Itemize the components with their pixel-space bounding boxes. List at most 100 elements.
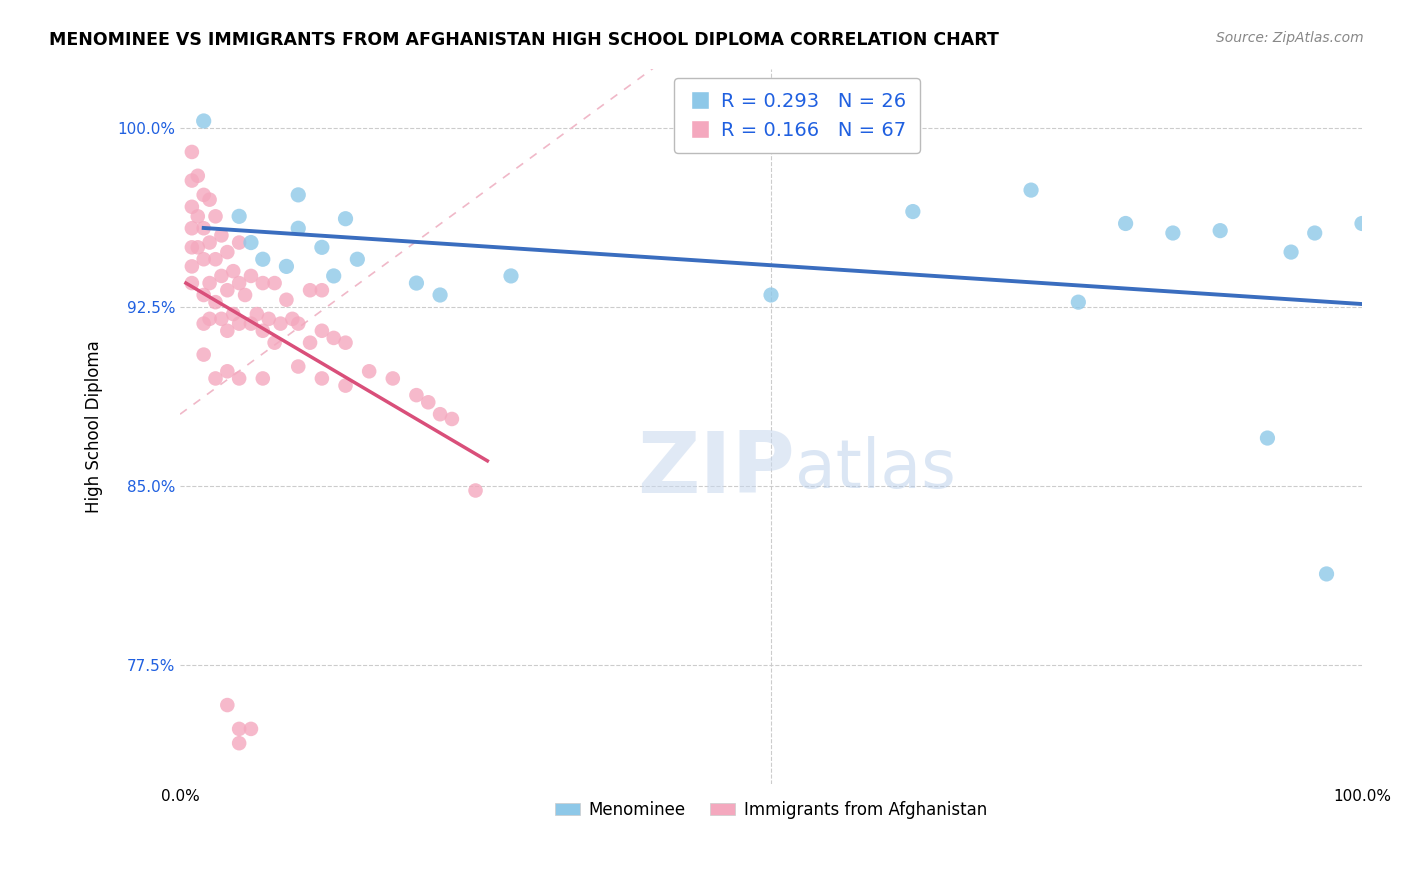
- Point: [252, 371, 274, 385]
- Point: [239, 722, 262, 736]
- Point: [287, 359, 309, 374]
- Point: [263, 276, 285, 290]
- Point: [281, 311, 304, 326]
- Point: [193, 288, 215, 302]
- Point: [217, 245, 239, 260]
- Point: [222, 307, 245, 321]
- Point: [228, 736, 250, 750]
- Point: [204, 252, 226, 267]
- Point: [287, 317, 309, 331]
- Point: [228, 210, 250, 224]
- Point: [180, 200, 202, 214]
- Point: [209, 228, 232, 243]
- Point: [1279, 245, 1302, 260]
- Point: [228, 317, 250, 331]
- Point: [252, 276, 274, 290]
- Point: [180, 173, 202, 187]
- Point: [1115, 217, 1137, 231]
- Point: [311, 283, 333, 297]
- Point: [246, 307, 269, 321]
- Point: [187, 169, 209, 183]
- Point: [198, 235, 221, 250]
- Point: [405, 388, 427, 402]
- Point: [198, 311, 221, 326]
- Point: [239, 235, 262, 250]
- Point: [180, 276, 202, 290]
- Text: Source: ZipAtlas.com: Source: ZipAtlas.com: [1216, 31, 1364, 45]
- Point: [198, 276, 221, 290]
- Point: [311, 371, 333, 385]
- Point: [346, 252, 368, 267]
- Point: [335, 378, 357, 392]
- Point: [335, 211, 357, 226]
- Point: [228, 371, 250, 385]
- Point: [299, 283, 322, 297]
- Point: [1161, 226, 1184, 240]
- Point: [187, 210, 209, 224]
- Point: [359, 364, 381, 378]
- Point: [405, 276, 427, 290]
- Point: [1303, 226, 1326, 240]
- Point: [217, 283, 239, 297]
- Text: ZIP: ZIP: [637, 427, 794, 510]
- Point: [239, 317, 262, 331]
- Point: [901, 204, 924, 219]
- Point: [193, 348, 215, 362]
- Point: [257, 311, 280, 326]
- Point: [252, 324, 274, 338]
- Point: [204, 295, 226, 310]
- Text: MENOMINEE VS IMMIGRANTS FROM AFGHANISTAN HIGH SCHOOL DIPLOMA CORRELATION CHART: MENOMINEE VS IMMIGRANTS FROM AFGHANISTAN…: [49, 31, 1000, 49]
- Point: [311, 324, 333, 338]
- Point: [228, 235, 250, 250]
- Point: [1315, 566, 1337, 581]
- Point: [180, 221, 202, 235]
- Point: [217, 324, 239, 338]
- Point: [209, 268, 232, 283]
- Point: [381, 371, 404, 385]
- Point: [276, 260, 298, 274]
- Point: [1019, 183, 1042, 197]
- Legend: Menominee, Immigrants from Afghanistan: Menominee, Immigrants from Afghanistan: [548, 794, 994, 825]
- Point: [193, 114, 215, 128]
- Point: [217, 698, 239, 712]
- Point: [193, 221, 215, 235]
- Point: [1067, 295, 1090, 310]
- Point: [222, 264, 245, 278]
- Point: [287, 187, 309, 202]
- Point: [311, 240, 333, 254]
- Point: [322, 268, 344, 283]
- Point: [228, 276, 250, 290]
- Point: [429, 407, 451, 421]
- Point: [429, 288, 451, 302]
- Point: [263, 335, 285, 350]
- Point: [228, 722, 250, 736]
- Point: [322, 331, 344, 345]
- Point: [1209, 224, 1232, 238]
- Point: [198, 193, 221, 207]
- Point: [276, 293, 298, 307]
- Point: [233, 288, 256, 302]
- Point: [1256, 431, 1278, 445]
- Point: [180, 240, 202, 254]
- Point: [193, 317, 215, 331]
- Point: [759, 288, 782, 302]
- Point: [499, 268, 522, 283]
- Y-axis label: High School Diploma: High School Diploma: [86, 340, 103, 513]
- Point: [217, 364, 239, 378]
- Point: [204, 371, 226, 385]
- Point: [440, 412, 463, 426]
- Point: [193, 252, 215, 267]
- Point: [287, 221, 309, 235]
- Point: [252, 252, 274, 267]
- Point: [1351, 217, 1374, 231]
- Point: [299, 335, 322, 350]
- Point: [180, 145, 202, 159]
- Point: [209, 311, 232, 326]
- Point: [204, 210, 226, 224]
- Point: [239, 268, 262, 283]
- Point: [464, 483, 486, 498]
- Point: [335, 335, 357, 350]
- Point: [418, 395, 440, 409]
- Point: [270, 317, 292, 331]
- Point: [187, 240, 209, 254]
